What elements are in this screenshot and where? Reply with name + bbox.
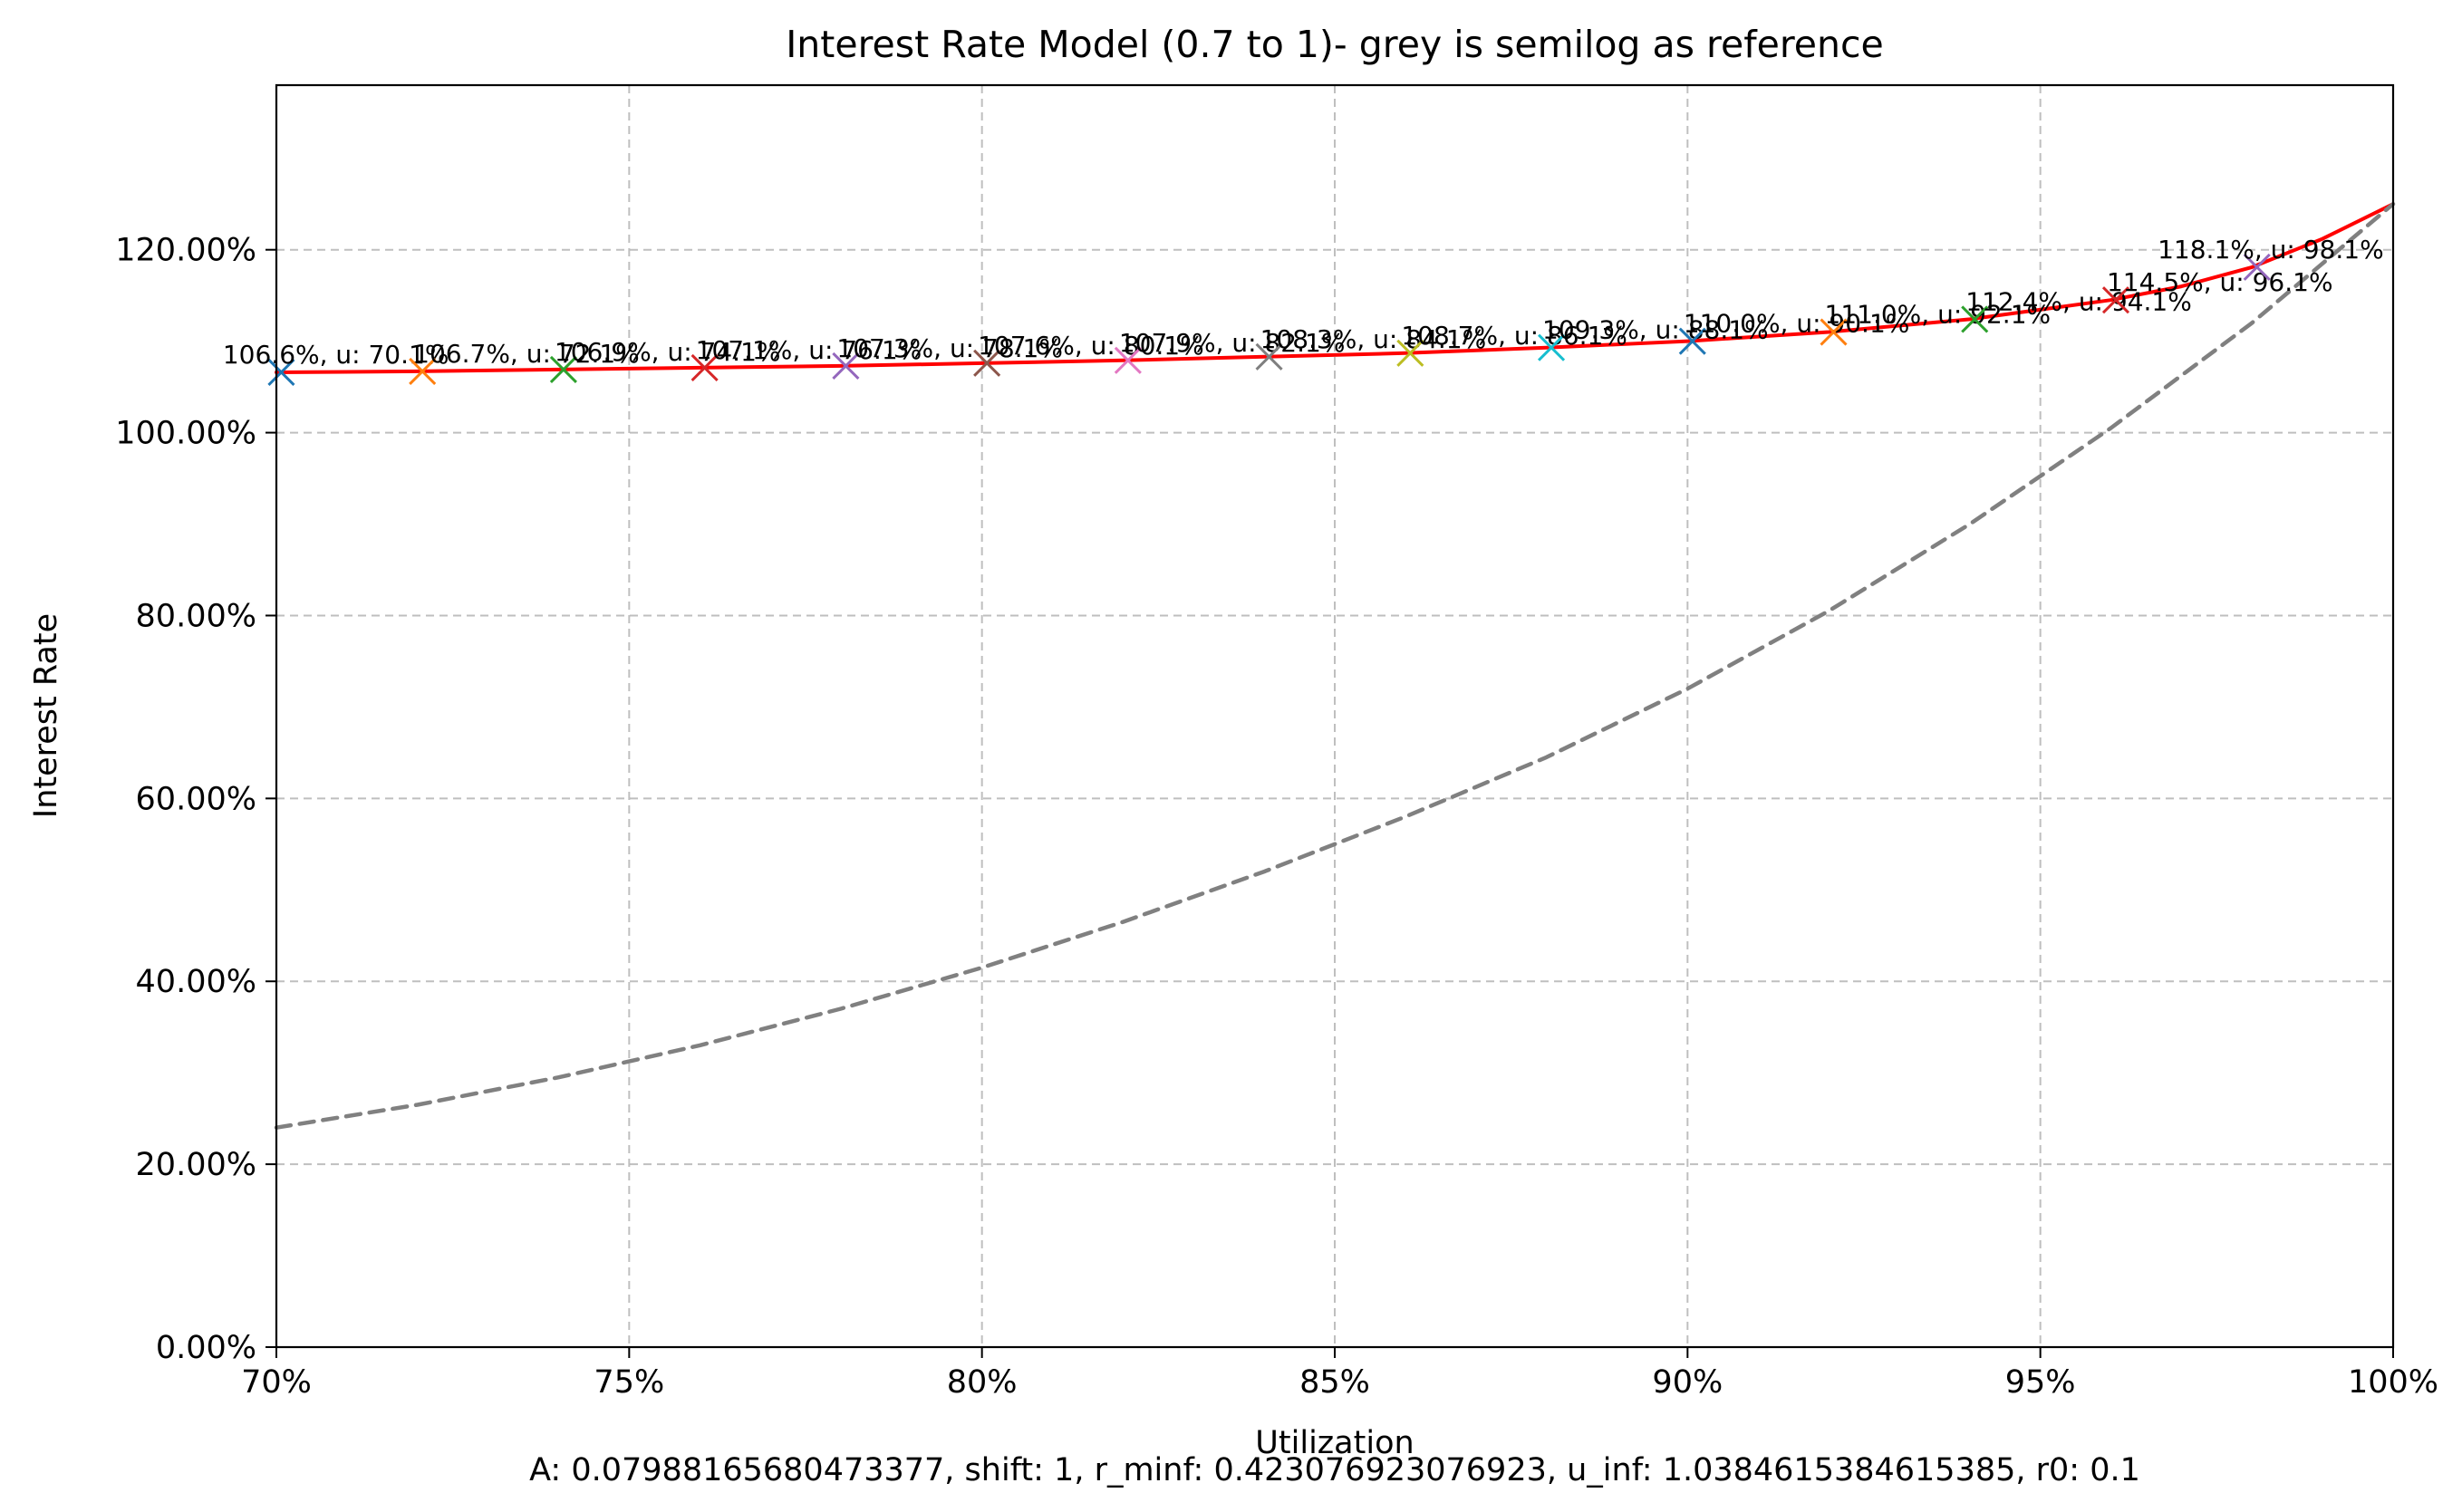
- data-point-label: 107.6%, u: 80.1%: [978, 331, 1204, 361]
- data-point-marker: [690, 353, 719, 381]
- data-point-label: 107.3%, u: 78.1%: [836, 333, 1063, 363]
- data-point-marker: [1678, 327, 1706, 355]
- data-point-label: 111.0%, u: 92.1%: [1825, 300, 2052, 330]
- marker-stroke: [1537, 333, 1566, 361]
- data-point-marker: [2101, 286, 2130, 314]
- marker-stroke: [2101, 286, 2130, 314]
- y-tick-label: 60.00%: [136, 781, 256, 817]
- x-tick-label: 75%: [594, 1364, 664, 1401]
- data-point-marker: [1114, 346, 1142, 374]
- marker-stroke: [1961, 305, 1989, 333]
- marker-stroke: [832, 352, 860, 380]
- data-point-marker: [1396, 339, 1424, 367]
- data-point-marker: [1961, 305, 1989, 333]
- marker-stroke: [1396, 339, 1424, 367]
- y-tick-label: 120.00%: [115, 233, 256, 269]
- data-point-label: 118.1%, u: 98.1%: [2158, 235, 2384, 265]
- chart-title: Interest Rate Model (0.7 to 1)- grey is …: [786, 23, 1884, 66]
- data-point-label: 107.1%, u: 76.1%: [696, 335, 922, 365]
- data-point-marker: [973, 349, 1001, 377]
- x-tick-label: 100%: [2348, 1364, 2438, 1401]
- data-point-label: 112.4%, u: 94.1%: [1965, 286, 2192, 316]
- marker-stroke: [973, 349, 1001, 377]
- data-point-label: 107.9%, u: 82.1%: [1119, 328, 1346, 358]
- data-point-marker: [409, 357, 437, 386]
- x-axis-title: Utilization: [1255, 1425, 1414, 1461]
- marker-stroke: [1678, 327, 1706, 355]
- marker-stroke: [549, 355, 577, 383]
- data-point-marker: [549, 355, 577, 383]
- data-point-label: 109.3%, u: 88.1%: [1542, 315, 1769, 345]
- data-point-marker: [832, 352, 860, 380]
- data-point-marker: [1820, 318, 1848, 346]
- marker-stroke: [2243, 253, 2271, 281]
- data-point-label: 108.3%, u: 84.1%: [1260, 324, 1487, 354]
- marker-layer: 106.6%, u: 70.1%106.7%, u: 72.1%106.9%, …: [223, 235, 2384, 387]
- data-point-marker: [2243, 253, 2271, 281]
- data-point-label: 106.9%, u: 74.1%: [555, 337, 781, 367]
- data-point-marker: [267, 358, 295, 387]
- x-tick-label: 90%: [1652, 1364, 1723, 1401]
- data-point-marker: [1537, 333, 1566, 361]
- marker-stroke: [409, 357, 437, 386]
- x-tick-label: 95%: [2005, 1364, 2076, 1401]
- data-point-label: 114.5%, u: 96.1%: [2107, 267, 2333, 297]
- data-point-label: 106.7%, u: 72.1%: [413, 339, 640, 369]
- y-tick-label: 20.00%: [136, 1147, 256, 1183]
- x-tick-label: 85%: [1299, 1364, 1370, 1401]
- parameter-footnote: A: 0.07988165680473377, shift: 1, r_minf…: [529, 1452, 2140, 1488]
- semilog-reference-line: [274, 201, 2396, 1130]
- marker-stroke: [690, 353, 719, 381]
- marker-stroke: [1255, 342, 1283, 371]
- y-tick-label: 0.00%: [156, 1330, 256, 1366]
- x-tick-label: 70%: [241, 1364, 312, 1401]
- y-tick-label: 100.00%: [115, 416, 256, 452]
- data-point-label: 110.0%, u: 90.1%: [1684, 309, 1910, 339]
- y-tick-label: 40.00%: [136, 964, 256, 1000]
- marker-stroke: [1820, 318, 1848, 346]
- marker-stroke: [267, 358, 295, 387]
- interest-rate-curve: [275, 202, 2395, 374]
- data-point-label: 108.7%, u: 86.1%: [1401, 321, 1627, 351]
- data-point-marker: [1255, 342, 1283, 371]
- data-point-label: 106.6%, u: 70.1%: [223, 340, 449, 370]
- y-tick-label: 80.00%: [136, 598, 256, 634]
- tick-layer: 70% 75% 80% 85% 90% 95% 100% 0.00% 20.00% 40.00% 6…: [115, 233, 2438, 1401]
- marker-stroke: [1114, 346, 1142, 374]
- x-tick-label: 80%: [947, 1364, 1018, 1401]
- y-axis-title: Interest Rate: [28, 613, 64, 818]
- series-layer: [274, 201, 2396, 1130]
